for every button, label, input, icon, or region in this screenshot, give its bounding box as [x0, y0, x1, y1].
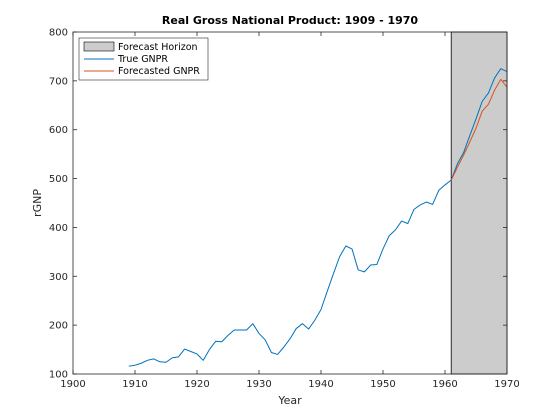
- series-line-forecasted-gnpr: [450, 78, 508, 181]
- tick-layer: 1900 1910 1920 1930 1940 1950 1960 1970 100 200 30…: [49, 28, 520, 391]
- legend-label-forecasted-gnpr: Forecasted GNPR: [118, 66, 200, 77]
- y-tick-label: 200: [49, 321, 68, 332]
- x-tick-label: 1970: [494, 379, 519, 390]
- y-tick-label: 300: [49, 272, 68, 283]
- forecast-horizon-region: [450, 31, 508, 375]
- y-tick-label: 800: [49, 28, 68, 39]
- plot-area: [73, 32, 507, 374]
- x-tick-label: 1910: [122, 379, 147, 390]
- chart-title: Real Gross National Product: 1909 - 1970: [162, 14, 419, 27]
- series-line-true-gnpr: [128, 68, 508, 367]
- legend-label-forecast-horizon: Forecast Horizon: [118, 42, 198, 53]
- y-tick-label: 700: [49, 76, 68, 87]
- x-tick-label: 1900: [60, 379, 85, 390]
- axes-box: [72, 31, 508, 375]
- legend-swatch-forecast-horizon: [83, 41, 115, 52]
- x-tick-label: 1950: [370, 379, 395, 390]
- x-tick-label: 1940: [308, 379, 333, 390]
- legend-label-true-gnpr: True GNPR: [117, 54, 168, 65]
- y-tick-label: 600: [49, 125, 68, 136]
- legend: Forecast Horizon True GNPR Forecasted GN…: [78, 37, 209, 81]
- x-tick-label: 1920: [184, 379, 209, 390]
- y-tick-label: 500: [49, 174, 68, 185]
- y-tick-label: 100: [49, 370, 68, 381]
- y-axis-label: rGNP: [31, 189, 44, 217]
- x-axis-label: Year: [277, 394, 302, 407]
- x-tick-label: 1930: [246, 379, 271, 390]
- y-tick-label: 400: [49, 223, 68, 234]
- series-layer: [128, 68, 508, 367]
- x-tick-label: 1960: [432, 379, 457, 390]
